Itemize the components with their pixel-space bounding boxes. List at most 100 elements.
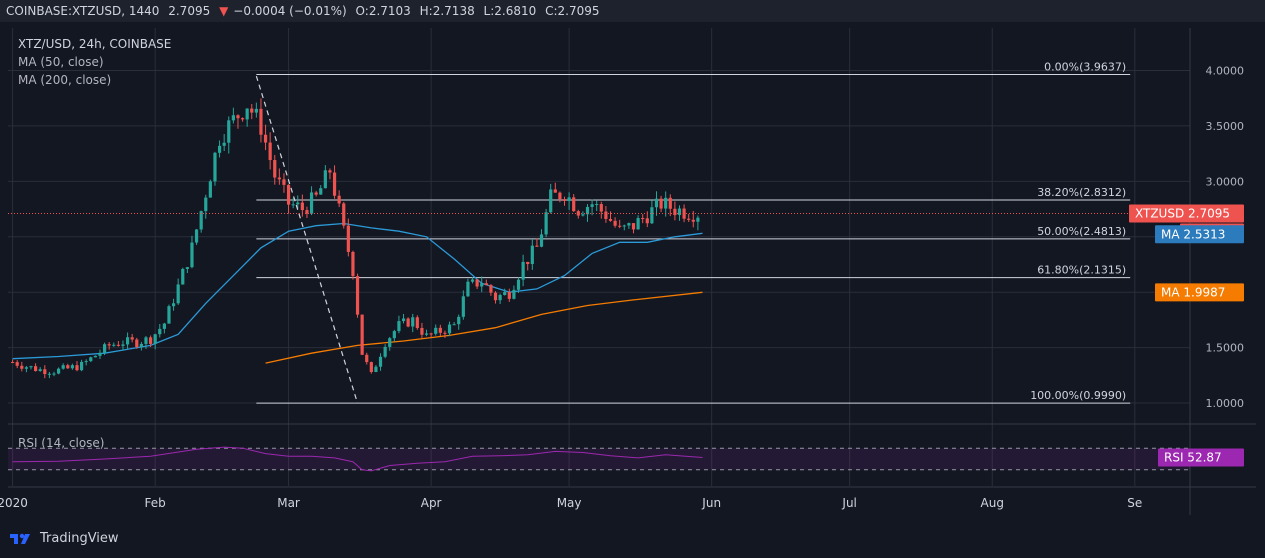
candle-body xyxy=(116,344,120,346)
candle-body xyxy=(434,327,438,334)
trend-line xyxy=(255,75,359,404)
candle-body xyxy=(447,324,452,334)
grid-lines xyxy=(8,28,1256,515)
xtzusd-price-tag-label: XTZUSD 2.7095 xyxy=(1135,207,1230,221)
time-tick-label: 2020 xyxy=(0,496,28,510)
candle-body xyxy=(696,217,700,222)
candle-body xyxy=(549,189,553,213)
candle-body xyxy=(121,344,125,346)
candle-body xyxy=(590,204,594,207)
candle-body xyxy=(20,365,24,369)
candle-body xyxy=(365,354,369,363)
close-label: C: xyxy=(545,4,558,18)
tradingview-logo-icon xyxy=(10,533,30,544)
candle-body xyxy=(125,337,130,345)
candle-body xyxy=(342,203,346,226)
candle-body xyxy=(521,261,525,280)
fib-level-label: 38.20%(2.8312) xyxy=(1037,186,1126,199)
candle-body xyxy=(383,346,387,357)
candle-body xyxy=(282,179,286,185)
candle-body xyxy=(687,218,691,220)
candle-body xyxy=(650,207,654,224)
price-tick-label: 1.5000 xyxy=(1206,342,1245,355)
ma50-tag: MA 2.5313 xyxy=(1155,225,1244,244)
candle-body xyxy=(33,366,38,371)
candle-body xyxy=(443,332,447,334)
candle-body xyxy=(595,204,599,206)
candle-body xyxy=(604,211,608,219)
candle-body xyxy=(52,373,56,375)
candle-body xyxy=(75,365,79,371)
candle-body xyxy=(429,333,433,335)
candle-body xyxy=(98,352,102,356)
candle-body xyxy=(107,344,111,346)
fib-retracement: 0.00%(3.9637) 38.20%(2.8312) 50.00%(2.4813… xyxy=(256,60,1131,404)
candle-body xyxy=(153,334,157,344)
ma50-line xyxy=(12,222,703,360)
candle-body xyxy=(691,219,695,222)
rsi-band xyxy=(8,448,1190,470)
candle-body xyxy=(79,361,84,371)
candle-body xyxy=(645,218,649,224)
candle-body xyxy=(56,368,61,374)
candle-body xyxy=(512,289,516,299)
candle-body xyxy=(530,245,534,265)
candle-body xyxy=(567,197,571,201)
candle-body xyxy=(254,108,258,113)
time-tick-label: Apr xyxy=(421,496,442,510)
candle-body xyxy=(374,366,378,373)
candle-body xyxy=(664,197,668,209)
candle-body xyxy=(599,204,603,212)
ma200-tag: MA 1.9987 xyxy=(1155,283,1244,302)
candle-body xyxy=(300,202,304,211)
candle-body xyxy=(194,229,199,243)
time-axis: 2020 Feb Mar Apr May Jun Jul Aug Se xyxy=(0,496,1142,510)
time-tick-label: May xyxy=(557,496,582,510)
rsi-legend[interactable]: RSI (14, close) xyxy=(18,436,105,450)
candle-body xyxy=(162,323,166,329)
candle-body xyxy=(236,115,240,119)
candle-body xyxy=(250,108,254,113)
candle-body xyxy=(392,331,396,339)
time-tick-label: Feb xyxy=(145,496,166,510)
candle-body xyxy=(622,225,626,227)
symbol-label[interactable]: COINBASE:XTZUSD, 1440 xyxy=(6,4,160,18)
candle-body xyxy=(457,316,461,325)
candle-body xyxy=(351,251,355,277)
candle-body xyxy=(415,317,419,328)
candles xyxy=(10,98,700,379)
price-tick-label: 3.5000 xyxy=(1206,120,1245,133)
down-arrow-icon: ▼ xyxy=(219,4,229,18)
candle-body xyxy=(231,115,235,121)
candle-body xyxy=(167,306,171,324)
candle-body xyxy=(636,218,640,230)
candle-body xyxy=(489,285,493,293)
ma50-legend[interactable]: MA (50, close) xyxy=(18,55,104,69)
candle-body xyxy=(388,338,392,347)
candle-body xyxy=(558,192,562,200)
candle-body xyxy=(498,294,502,301)
candle-body xyxy=(480,283,484,287)
candle-body xyxy=(213,152,217,182)
candle-body xyxy=(314,192,318,195)
candle-body xyxy=(424,333,429,335)
ma200-legend[interactable]: MA (200, close) xyxy=(18,73,112,87)
candle-body xyxy=(222,142,226,146)
candle-body xyxy=(89,357,93,362)
candle-body xyxy=(618,225,622,227)
candle-body xyxy=(493,292,498,301)
candle-body xyxy=(406,318,410,327)
low-value: 2.6810 xyxy=(494,4,537,18)
candle-body xyxy=(507,291,511,299)
candle-body xyxy=(397,321,401,332)
ma200-tag-label: MA 1.9987 xyxy=(1161,285,1225,299)
fib-level-label: 61.80%(2.1315) xyxy=(1037,264,1126,277)
candle-body xyxy=(539,234,544,247)
ma50-tag-bg xyxy=(1155,225,1244,244)
candle-body xyxy=(135,339,139,347)
candle-body xyxy=(585,206,590,215)
candle-body xyxy=(185,267,189,269)
tradingview-brand[interactable]: TradingView xyxy=(8,530,119,546)
